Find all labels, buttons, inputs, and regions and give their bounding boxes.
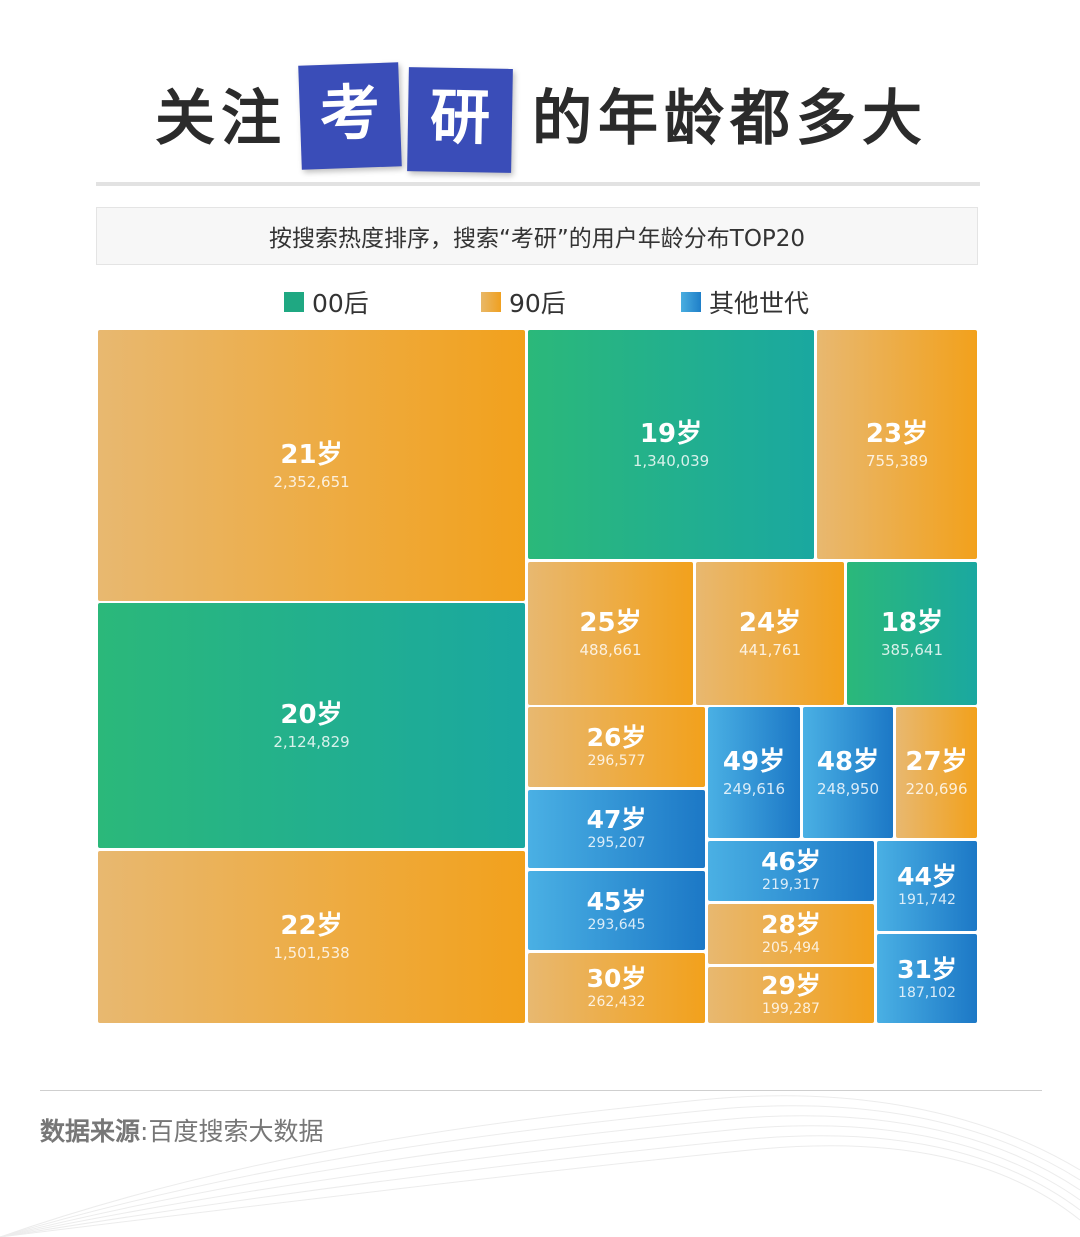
treemap-tile: 19岁 1,340,039 [528, 330, 814, 559]
treemap-tile-label: 23岁 [865, 418, 929, 449]
treemap-tile-label: 45岁 [586, 886, 647, 916]
treemap-tile-label: 25岁 [579, 607, 642, 638]
treemap-tile-label: 18岁 [880, 607, 944, 638]
treemap-tile-value: 205,494 [762, 940, 820, 956]
treemap-tile-label: 48岁 [816, 746, 880, 777]
treemap-tile-label: 49岁 [722, 746, 786, 777]
chart-subtitle: 按搜索热度排序，搜索“考研”的用户年龄分布TOP20 [96, 207, 978, 265]
legend: 00后 90后 其他世代 [0, 284, 1080, 318]
treemap-tile-value: 293,645 [587, 916, 646, 933]
treemap-tile-label: 44岁 [897, 862, 957, 891]
treemap-tile: 26岁 296,577 [528, 707, 705, 787]
treemap-tile-value: 441,761 [738, 640, 802, 659]
treemap-tile-value: 1,501,538 [273, 944, 350, 962]
treemap-tile-value: 488,661 [579, 640, 642, 659]
treemap-tile: 46岁 219,317 [708, 841, 874, 901]
treemap-tile-label: 27岁 [905, 746, 968, 777]
title-highlight-box-2: 研 [407, 67, 513, 173]
treemap-tile-value: 262,432 [587, 994, 646, 1010]
treemap-tile-value: 199,287 [762, 1001, 820, 1017]
treemap-tile: 21岁 2,352,651 [98, 330, 525, 601]
treemap-tile-label: 22岁 [280, 911, 343, 941]
treemap-tile: 29岁 199,287 [708, 967, 874, 1023]
treemap-tile-label: 19岁 [639, 418, 703, 449]
treemap-tile-value: 755,389 [865, 451, 929, 470]
treemap-tile-value: 248,950 [816, 779, 880, 798]
treemap-tile: 49岁 249,616 [708, 707, 800, 838]
legend-item-00: 00后 [284, 284, 369, 320]
treemap-tile-label: 24岁 [738, 607, 802, 638]
legend-label-other: 其他世代 [709, 289, 810, 318]
treemap-tile: 48岁 248,950 [803, 707, 893, 838]
treemap-tile-label: 46岁 [761, 847, 821, 876]
treemap-tile-value: 220,696 [905, 779, 968, 798]
treemap-tile-label: 47岁 [586, 805, 647, 834]
legend-item-90: 90后 [481, 284, 566, 320]
data-source: 数据来源:百度搜索大数据 [40, 1112, 323, 1148]
legend-swatch-00 [284, 292, 304, 312]
treemap-tile: 24岁 441,761 [696, 562, 844, 705]
title-part-1: 关注 [155, 84, 287, 154]
treemap-tile: 27岁 220,696 [896, 707, 977, 838]
treemap-tile-label: 31岁 [897, 954, 957, 984]
treemap-tile-value: 2,352,651 [273, 472, 350, 491]
treemap-tile-label: 21岁 [280, 439, 343, 470]
treemap-tile-value: 187,102 [898, 984, 956, 1001]
background-wave-decoration [0, 1095, 1080, 1237]
treemap-tile-value: 2,124,829 [273, 732, 350, 751]
data-source-text: 百度搜索大数据 [148, 1117, 324, 1146]
legend-label-00: 00后 [312, 289, 369, 318]
treemap-tile-value: 385,641 [880, 640, 944, 659]
chart-subtitle-text: 按搜索热度排序，搜索“考研”的用户年龄分布TOP20 [268, 226, 806, 252]
treemap-tile: 47岁 295,207 [528, 790, 705, 868]
treemap-tile: 45岁 293,645 [528, 871, 705, 950]
legend-swatch-other [681, 292, 701, 312]
title-row: 关注 考 研 的年龄都多大 [0, 60, 1080, 176]
treemap-tile-label: 29岁 [761, 971, 821, 1000]
treemap-tile-value: 295,207 [587, 835, 646, 851]
title-highlight-box-1: 考 [298, 62, 402, 170]
title-part-2: 的年龄都多大 [532, 84, 928, 154]
treemap-tile-value: 296,577 [587, 753, 646, 769]
data-source-separator: : [140, 1117, 149, 1146]
treemap-tile: 23岁 755,389 [817, 330, 977, 559]
title-divider [96, 182, 980, 186]
treemap-tile-label: 26岁 [586, 723, 647, 752]
legend-item-other: 其他世代 [681, 284, 809, 320]
treemap-tile: 28岁 205,494 [708, 904, 874, 964]
treemap-tile: 18岁 385,641 [847, 562, 977, 705]
treemap-tile: 25岁 488,661 [528, 562, 693, 705]
treemap-tile-label: 20岁 [280, 699, 343, 730]
treemap-tile-label: 30岁 [586, 964, 647, 993]
treemap-tile-value: 1,340,039 [632, 451, 710, 470]
treemap-tile-label: 28岁 [761, 910, 821, 939]
treemap-tile: 44岁 191,742 [877, 841, 977, 931]
legend-label-90: 90后 [509, 289, 566, 318]
data-source-label: 数据来源 [40, 1117, 141, 1146]
treemap-tile-value: 191,742 [898, 892, 956, 908]
treemap-tile: 22岁 1,501,538 [98, 851, 525, 1023]
treemap-tile: 31岁 187,102 [877, 934, 977, 1023]
footer-divider [40, 1090, 1042, 1091]
treemap-tile-value: 249,616 [722, 779, 786, 798]
treemap-tile-value: 219,317 [762, 877, 820, 893]
treemap-tile: 20岁 2,124,829 [98, 603, 525, 848]
legend-swatch-90 [481, 292, 501, 312]
treemap-tile: 30岁 262,432 [528, 953, 705, 1023]
